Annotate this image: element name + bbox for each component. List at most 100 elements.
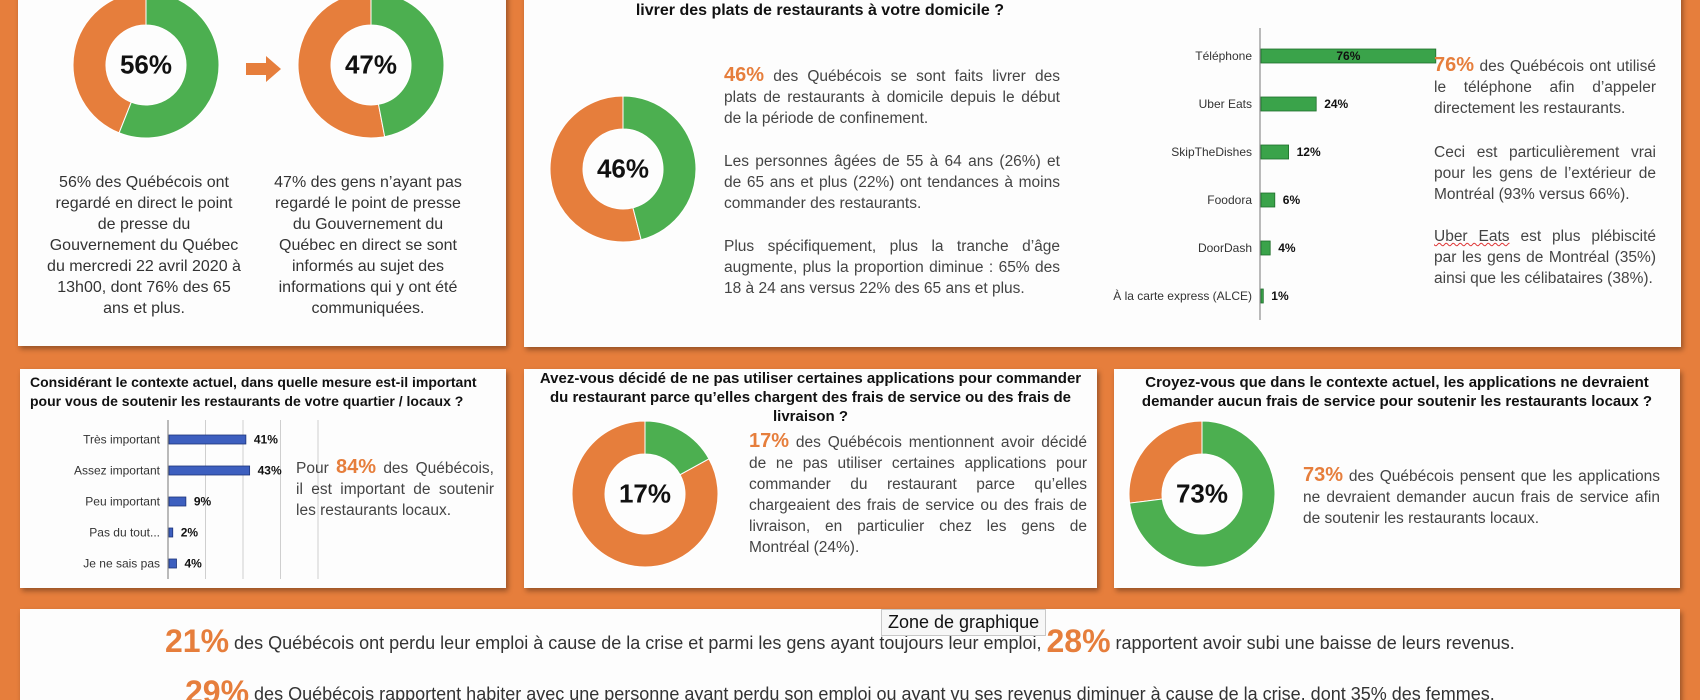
bar xyxy=(168,496,187,507)
caption-watched-live: 56% des Québécois ont regardé en direct … xyxy=(47,174,241,317)
bar xyxy=(168,558,177,569)
highlight-percent: 21% xyxy=(165,623,230,659)
donut-slice-main xyxy=(622,95,697,241)
question-title: Considérant le contexte actuel, dans que… xyxy=(30,374,477,409)
donut-svg xyxy=(549,95,697,243)
donut-slice-rest xyxy=(297,0,386,139)
bar-chart-importance[interactable]: Très important 41% Assez important 43% Peu i… xyxy=(30,420,319,581)
bar-value-label: 9% xyxy=(194,495,212,509)
highlight-percent: 28% xyxy=(1046,623,1111,659)
delivery-paragraph-2: Les personnes âgées de 55 à 64 ans (26%)… xyxy=(724,153,1060,212)
bar-category-label: Je ne sais pas xyxy=(83,557,160,571)
bar xyxy=(1260,192,1276,208)
question-title: livrer des plats de restaurants à votre … xyxy=(635,2,1004,19)
employment-line-2: 29% des Québécois rapportent habiter ave… xyxy=(185,674,1495,700)
bar-value-label: 76% xyxy=(1336,49,1360,63)
line-text: des Québécois rapportent habiter avec un… xyxy=(249,684,1495,700)
donut-slice-main xyxy=(118,0,220,139)
bar xyxy=(1260,96,1317,112)
donut-slice-main xyxy=(644,420,710,476)
bar-category-label: SkipTheDishes xyxy=(1171,145,1252,159)
donut-slice-main xyxy=(1129,420,1276,568)
highlight-percent: 76% xyxy=(1434,54,1475,76)
line-text: des Québécois ont perdu leur emploi à ca… xyxy=(229,633,1047,653)
donut-chart-delivery[interactable]: 46% xyxy=(548,94,698,244)
no-fees-paragraph: 73% des Québécois pensent que les applic… xyxy=(1303,465,1660,529)
donut-center-label: 17% xyxy=(618,478,672,509)
highlight-percent: 84% xyxy=(336,456,377,478)
bar-category-label: Très important xyxy=(83,433,161,447)
donut-slice-main xyxy=(370,0,445,138)
bar-chart-svg: Très important 41% Assez important 43% Peu i… xyxy=(74,420,319,579)
paragraph-text: est plus plébiscité par les gens de Mont… xyxy=(1434,228,1656,287)
bar-category-label: Assez important xyxy=(74,464,161,478)
employment-line-1: 21% des Québécois ont perdu leur emploi … xyxy=(165,623,1515,660)
panel-live-press-conference: 56% 47% 56% des Québécois ont regardé en… xyxy=(18,0,506,346)
panel-employment: 21% des Québécois ont perdu leur emploi … xyxy=(20,609,1680,700)
avoid-apps-paragraph: 17% des Québécois mentionnent avoir déci… xyxy=(749,431,1087,558)
question-title: Croyez-vous que dans le contexte actuel,… xyxy=(1141,374,1653,410)
bar-chart-apps[interactable]: Téléphone 76% Uber Eats 24% SkipTheDishes 12%… xyxy=(1084,28,1444,322)
donut-svg xyxy=(571,420,719,568)
paragraph-text: des Québécois, il est important de soute… xyxy=(296,460,494,519)
bar xyxy=(168,465,251,476)
bar-category-label: Peu important xyxy=(85,495,160,509)
bar-category-label: Pas du tout... xyxy=(89,526,160,540)
paragraph-text: des Québécois pensent que les applicatio… xyxy=(1303,468,1660,527)
bar-value-label: 4% xyxy=(185,557,203,571)
bar-value-label: 2% xyxy=(181,526,199,540)
delivery-paragraph-3: Plus spécifiquement, plus la tranche d’â… xyxy=(724,238,1060,297)
donut-svg xyxy=(297,0,445,139)
bar-value-label: 24% xyxy=(1324,97,1348,111)
question-title: Avez-vous décidé de ne pas utiliser cert… xyxy=(539,370,1082,425)
donut-chart-no-fees[interactable]: 73% xyxy=(1127,419,1277,569)
apps-paragraph-1: 76% des Québécois ont utilisé le télépho… xyxy=(1434,55,1656,119)
bar-value-label: 43% xyxy=(258,464,282,478)
paragraph-text: des Québécois ont utilisé le téléphone a… xyxy=(1434,58,1656,117)
bar-value-label: 41% xyxy=(254,433,278,447)
bar-category-label: Uber Eats xyxy=(1199,97,1252,111)
bar xyxy=(1260,240,1271,256)
donut-chart-avoid-apps[interactable]: 17% xyxy=(570,419,720,569)
delivery-paragraph-1: 46% des Québécois se sont faits livrer d… xyxy=(724,65,1060,129)
caption-informed: 47% des gens n’ayant pas regardé le poin… xyxy=(274,174,462,317)
donut-svg xyxy=(72,0,220,139)
bar-value-label: 12% xyxy=(1297,145,1321,159)
donut-chart-watched-live[interactable]: 56% xyxy=(71,0,221,140)
panel-avoid-apps: Avez-vous décidé de ne pas utiliser cert… xyxy=(524,369,1097,588)
donut-slice-rest xyxy=(72,0,147,134)
donut-center-label: 73% xyxy=(1175,478,1229,509)
apps-paragraph-2: Ceci est particulièrement vrai pour les … xyxy=(1434,144,1656,203)
highlight-percent: 46% xyxy=(724,64,765,86)
bar xyxy=(1260,48,1437,64)
bar-value-label: 6% xyxy=(1283,193,1301,207)
chart-area-tooltip: Zone de graphique xyxy=(881,609,1047,636)
apps-paragraph-3: Uber Eats est plus plébiscité par les ge… xyxy=(1434,226,1656,289)
highlight-percent: 29% xyxy=(185,674,250,700)
bar xyxy=(1260,288,1264,304)
donut-center-label: 47% xyxy=(344,49,398,80)
uber-eats-text: Uber Eats xyxy=(1434,228,1510,245)
donut-center-label: 56% xyxy=(119,49,173,80)
donut-slice-rest xyxy=(1128,420,1203,504)
bar-chart-svg: Téléphone 76% Uber Eats 24% SkipTheDishes 12%… xyxy=(1113,28,1437,320)
bar-category-label: DoorDash xyxy=(1198,241,1252,255)
paragraph-text: Pour xyxy=(296,460,337,477)
support-paragraph: Pour 84% des Québécois, il est important… xyxy=(296,457,494,521)
bar-value-label: 4% xyxy=(1278,241,1296,255)
donut-center-label: 46% xyxy=(596,153,650,184)
highlight-percent: 73% xyxy=(1303,464,1344,486)
bar-value-label: 1% xyxy=(1271,289,1289,303)
panel-no-service-fees: Croyez-vous que dans le contexte actuel,… xyxy=(1114,369,1680,588)
bar-category-label: Téléphone xyxy=(1195,49,1252,63)
donut-chart-informed[interactable]: 47% xyxy=(296,0,446,140)
donut-slice-rest xyxy=(549,95,642,243)
paragraph-text: des Québécois mentionnent avoir décidé d… xyxy=(749,434,1087,556)
panel-restaurant-delivery: livrer des plats de restaurants à votre … xyxy=(524,0,1681,347)
donut-slice-rest xyxy=(571,420,719,568)
paragraph-text: des Québécois se sont faits livrer des p… xyxy=(724,68,1060,127)
arrow-right-icon xyxy=(246,56,282,87)
panel-support-local: Considérant le contexte actuel, dans que… xyxy=(20,369,506,588)
bar-category-label: Foodora xyxy=(1207,193,1252,207)
highlight-percent: 17% xyxy=(749,430,790,452)
